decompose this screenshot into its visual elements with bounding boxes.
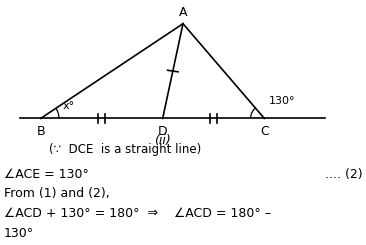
Text: (∵  DCE  is a straight line): (∵ DCE is a straight line) bbox=[49, 143, 201, 156]
Text: D: D bbox=[158, 124, 168, 137]
Text: 130°: 130° bbox=[268, 96, 295, 106]
Text: B: B bbox=[36, 124, 45, 137]
Text: A: A bbox=[179, 6, 187, 19]
Text: C: C bbox=[260, 124, 269, 137]
Text: .... (2): .... (2) bbox=[325, 168, 362, 181]
Text: x°: x° bbox=[63, 101, 75, 111]
Text: ∠ACE = 130°: ∠ACE = 130° bbox=[4, 168, 89, 181]
Text: 130°: 130° bbox=[4, 227, 34, 240]
Text: (ii): (ii) bbox=[154, 134, 171, 147]
Text: From (1) and (2),: From (1) and (2), bbox=[4, 187, 109, 200]
Text: ∠ACD + 130° = 180°  ⇒    ∠ACD = 180° –: ∠ACD + 130° = 180° ⇒ ∠ACD = 180° – bbox=[4, 207, 271, 220]
